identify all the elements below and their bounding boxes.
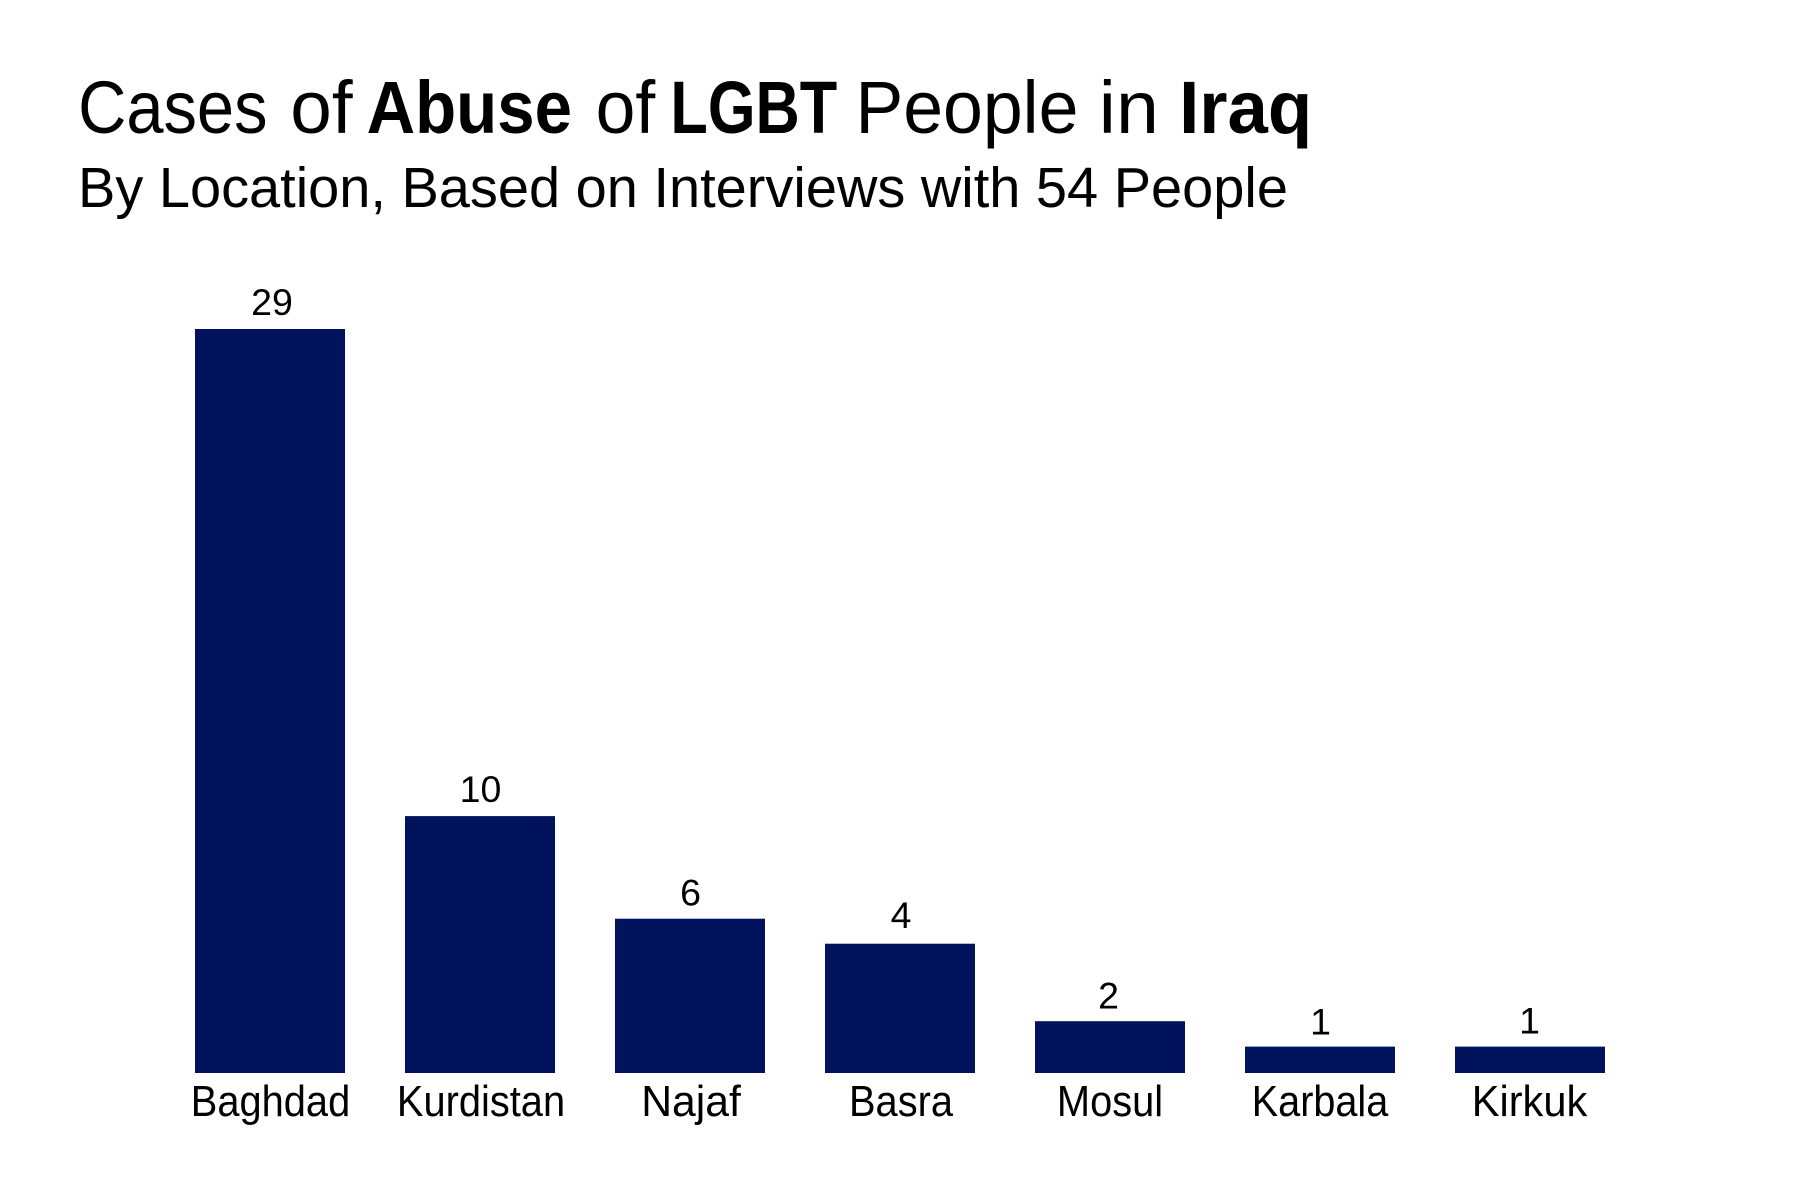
- svg-text:Cases: Cases: [78, 66, 267, 149]
- svg-text:Abuse: Abuse: [367, 66, 572, 149]
- svg-text:LGBT: LGBT: [670, 67, 837, 150]
- svg-text:People: People: [856, 67, 1079, 149]
- svg-text:Karbala: Karbala: [1252, 1076, 1389, 1125]
- svg-text:10: 10: [460, 768, 502, 810]
- svg-text:of: of: [596, 67, 656, 149]
- svg-text:4: 4: [891, 894, 912, 936]
- svg-text:By Location, Based on Intervie: By Location, Based on Interviews with 54…: [78, 156, 1288, 220]
- svg-text:Mosul: Mosul: [1057, 1076, 1163, 1125]
- svg-text:29: 29: [251, 281, 293, 323]
- svg-text:Kurdistan: Kurdistan: [397, 1076, 565, 1125]
- svg-text:1: 1: [1310, 1001, 1331, 1043]
- svg-text:Kirkuk: Kirkuk: [1472, 1077, 1588, 1126]
- svg-text:2: 2: [1098, 974, 1119, 1016]
- svg-text:Baghdad: Baghdad: [191, 1076, 350, 1125]
- svg-text:1: 1: [1519, 1000, 1540, 1042]
- svg-text:Iraq: Iraq: [1179, 66, 1312, 149]
- svg-text:of: of: [290, 66, 353, 149]
- svg-text:Basra: Basra: [849, 1076, 954, 1125]
- svg-text:6: 6: [680, 872, 701, 914]
- svg-text:in: in: [1099, 67, 1159, 149]
- svg-text:Najaf: Najaf: [641, 1077, 742, 1126]
